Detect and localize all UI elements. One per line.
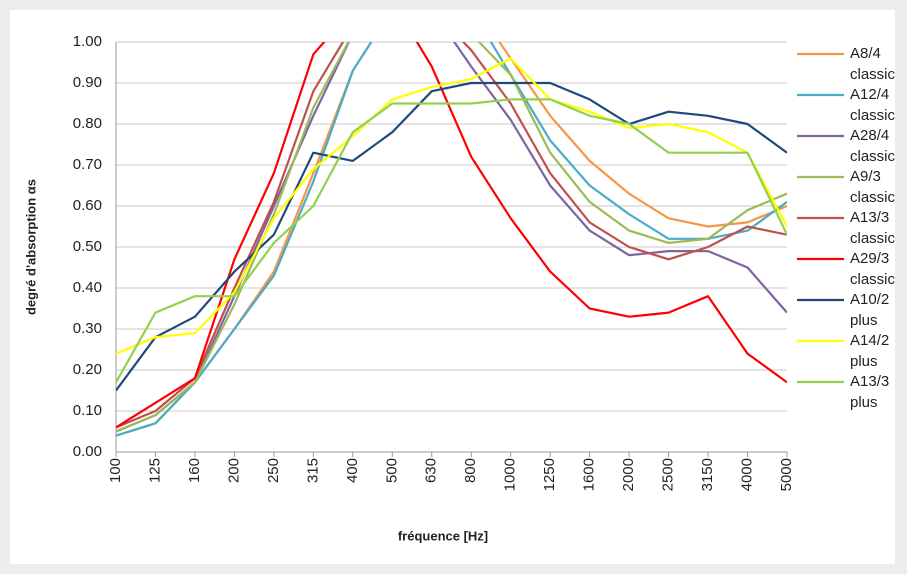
x-tick-label: 4000 <box>738 458 755 491</box>
x-tick-label: 1250 <box>541 458 558 491</box>
x-tick-label: 2500 <box>660 458 677 491</box>
y-tick-label: 0.40 <box>73 279 102 296</box>
y-tick-label: 0.80 <box>73 115 102 132</box>
legend-label: A29/3 classic <box>850 250 896 288</box>
y-tick-label: 0.50 <box>73 238 102 255</box>
chart-background <box>10 10 895 564</box>
x-axis-title: fréquence [Hz] <box>398 528 488 543</box>
legend-label: A13/3 classic <box>850 209 896 247</box>
legend-label: A10/2 plus <box>850 291 890 329</box>
y-tick-label: 0.10 <box>73 402 102 419</box>
y-tick-label: 0.20 <box>73 361 102 378</box>
x-tick-label: 125 <box>146 458 163 483</box>
y-tick-label: 1.00 <box>73 33 102 50</box>
y-tick-label: 0.90 <box>73 74 102 91</box>
x-tick-label: 160 <box>186 458 203 483</box>
y-tick-label: 0.60 <box>73 197 102 214</box>
series-line <box>116 57 787 355</box>
legend-label: A14/2 plus <box>850 332 890 370</box>
x-tick-label: 500 <box>383 458 400 483</box>
legend-label: A8/4 classic <box>850 45 896 83</box>
series-line <box>116 81 787 392</box>
legend-label: A9/3 classic <box>850 168 896 206</box>
x-tick-label: 1600 <box>581 458 598 491</box>
x-tick-label: 630 <box>423 458 440 483</box>
legend-label: A28/4 classic <box>850 127 896 165</box>
y-tick-label: 0.30 <box>73 320 102 337</box>
x-tick-label: 200 <box>225 458 242 483</box>
x-tick-label: 400 <box>344 458 361 483</box>
x-tick-label: 100 <box>107 458 124 483</box>
x-tick-label: 315 <box>304 458 321 483</box>
y-tick-label: 0.00 <box>73 443 102 460</box>
x-tick-label: 250 <box>265 458 282 483</box>
series-line <box>116 42 787 433</box>
x-tick-label: 3150 <box>699 458 716 491</box>
x-tick-label: 1000 <box>502 458 519 491</box>
series-line <box>116 98 787 383</box>
series-line <box>116 42 787 429</box>
plot-area <box>116 42 787 437</box>
x-tick-label: 2000 <box>620 458 637 491</box>
legend-label: A12/4 classic <box>850 86 896 124</box>
series-line <box>116 42 787 437</box>
x-tick-label: 5000 <box>778 458 795 491</box>
y-axis-title: degré d'absorption αs <box>23 179 38 315</box>
series-line <box>116 42 787 433</box>
legend-label: A13/3 plus <box>850 373 890 411</box>
y-tick-label: 0.70 <box>73 156 102 173</box>
x-tick-label: 800 <box>462 458 479 483</box>
